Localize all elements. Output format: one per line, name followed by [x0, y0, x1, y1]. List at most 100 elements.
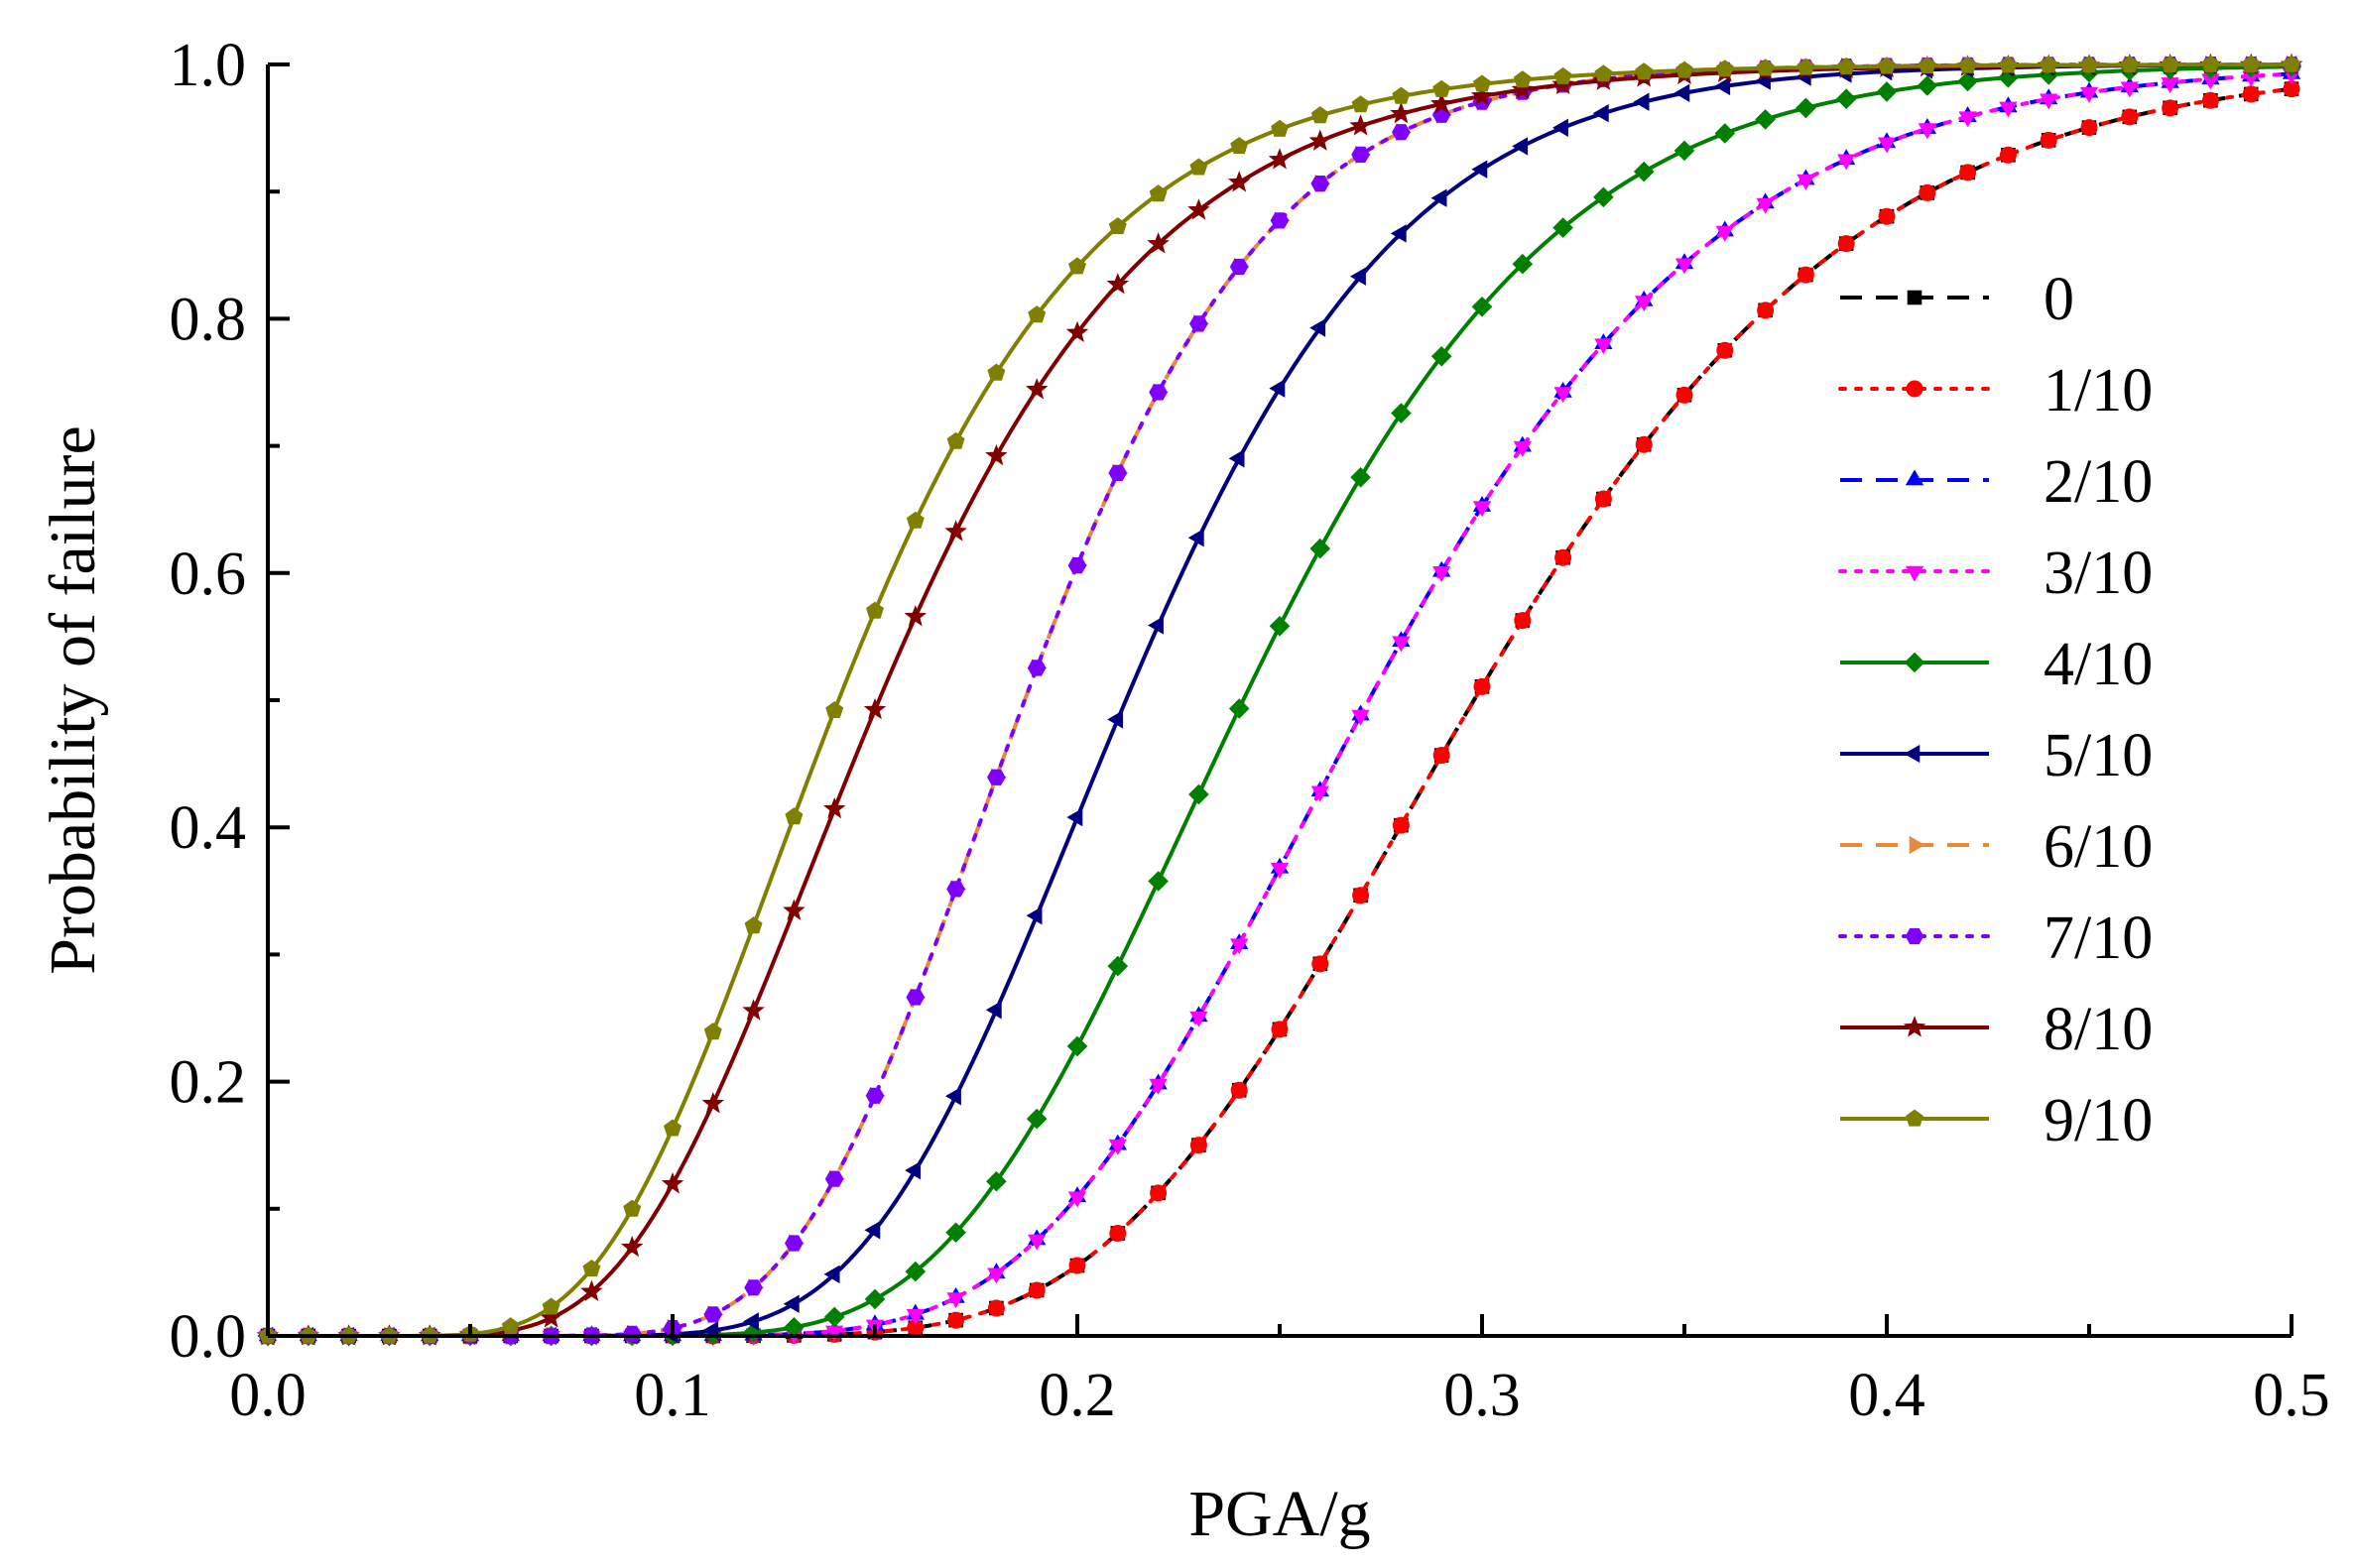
- data-point: [945, 1222, 966, 1244]
- data-point: [1270, 212, 1290, 229]
- data-point: [742, 1312, 759, 1331]
- data-point: [1189, 1137, 1207, 1154]
- data-point: [1473, 74, 1491, 92]
- data-point: [1635, 62, 1654, 80]
- data-point: [1715, 60, 1734, 77]
- series-2-10: [258, 62, 2301, 1342]
- data-point: [2080, 56, 2098, 73]
- data-point: [783, 1294, 800, 1313]
- data-point: [1755, 109, 1776, 130]
- series-line: [268, 64, 2293, 1338]
- legend-label: 5/10: [2044, 722, 2153, 789]
- data-point: [1392, 636, 1411, 653]
- data-point: [1837, 154, 1856, 171]
- series-line: [268, 62, 2292, 1338]
- data-point: [1148, 871, 1169, 892]
- data-point: [1473, 677, 1491, 695]
- data-point: [1594, 490, 1612, 508]
- data-point: [2040, 131, 2057, 149]
- data-point: [783, 899, 806, 920]
- series-5-10: [257, 56, 2297, 1346]
- data-point: [822, 796, 846, 819]
- data-point: [1147, 232, 1170, 254]
- data-point: [1674, 258, 1694, 275]
- legend-marker: [1906, 380, 1923, 398]
- data-point: [1026, 1108, 1048, 1130]
- legend-item: 9/10: [1840, 1087, 2153, 1154]
- data-point: [1797, 174, 1815, 190]
- data-point: [985, 1001, 1002, 1020]
- data-point: [1109, 1224, 1127, 1242]
- legend-item: 2/10: [1840, 448, 2153, 516]
- x-axis-title: PGA/g: [1188, 1478, 1370, 1550]
- data-point: [1270, 863, 1290, 879]
- series-1-10: [259, 80, 2300, 1345]
- legend-item: 4/10: [1840, 631, 2153, 698]
- data-point: [1432, 79, 1451, 97]
- data-point: [1106, 272, 1130, 295]
- legend: 0 1/10 2/10 3/10 4/10 5/10 6/10 7/10 8/10 9/10: [1838, 266, 2153, 1154]
- data-point: [986, 1170, 1007, 1192]
- data-point: [823, 1306, 845, 1328]
- series-9-10: [259, 55, 2300, 1344]
- series-line: [268, 62, 2292, 1338]
- data-point: [1796, 97, 1816, 119]
- data-point: [1028, 305, 1047, 323]
- data-point: [1633, 161, 1655, 182]
- data-point: [1228, 698, 1250, 719]
- legend-label: 7/10: [2044, 905, 2153, 972]
- data-point: [620, 1235, 644, 1258]
- data-point: [1673, 140, 1695, 162]
- legend-label: 9/10: [2044, 1087, 2153, 1154]
- y-tick-label: 0.6: [170, 541, 247, 608]
- legend-label: 6/10: [2044, 813, 2153, 881]
- data-point: [947, 1311, 965, 1329]
- data-point: [1999, 56, 2018, 73]
- series-6-10: [262, 55, 2302, 1346]
- series-line: [268, 62, 2292, 1338]
- data-point: [1837, 235, 1855, 253]
- data-point: [1108, 217, 1127, 235]
- data-point: [1107, 710, 1124, 729]
- data-point: [1635, 296, 1654, 312]
- axes: 0.0 0.1 0.2 0.3 0.4 0.5 0.0 0.2 0.4 0.6 0.8 1.0: [170, 32, 2330, 1429]
- x-tick-label: 0.1: [634, 1362, 711, 1429]
- data-point: [906, 511, 925, 529]
- data-point: [1553, 387, 1572, 404]
- data-point: [823, 1265, 840, 1284]
- data-point: [1835, 88, 1857, 110]
- data-point: [1432, 566, 1451, 582]
- data-point: [1189, 1011, 1208, 1027]
- data-point: [905, 1160, 922, 1180]
- data-point: [1308, 129, 1332, 151]
- data-point: [1797, 266, 1814, 284]
- data-point: [1392, 816, 1410, 834]
- data-point: [785, 807, 804, 825]
- data-point: [1429, 92, 1453, 114]
- data-point: [785, 1235, 804, 1252]
- legend-marker: [1903, 1016, 1926, 1037]
- data-point: [501, 1317, 520, 1335]
- data-point: [1108, 464, 1128, 482]
- legend-marker: [1905, 927, 1924, 945]
- data-point: [985, 443, 1008, 466]
- data-point: [1392, 124, 1411, 141]
- data-point: [1065, 320, 1089, 343]
- data-point: [1229, 258, 1249, 276]
- y-tick-label: 0.2: [170, 1049, 247, 1117]
- legend-item: 1/10: [1838, 357, 2153, 424]
- data-point: [1675, 386, 1693, 404]
- data-point: [866, 601, 884, 619]
- data-point: [661, 1172, 684, 1194]
- data-point: [1675, 60, 1693, 78]
- data-point: [864, 1288, 886, 1310]
- series-8-10: [256, 53, 2303, 1346]
- data-point: [1470, 84, 1494, 106]
- data-point: [2162, 99, 2179, 117]
- data-point: [1715, 225, 1734, 242]
- legend-marker: [1909, 835, 1925, 855]
- data-point: [1756, 197, 1775, 214]
- data-point: [1269, 615, 1291, 637]
- data-point: [1876, 81, 1898, 102]
